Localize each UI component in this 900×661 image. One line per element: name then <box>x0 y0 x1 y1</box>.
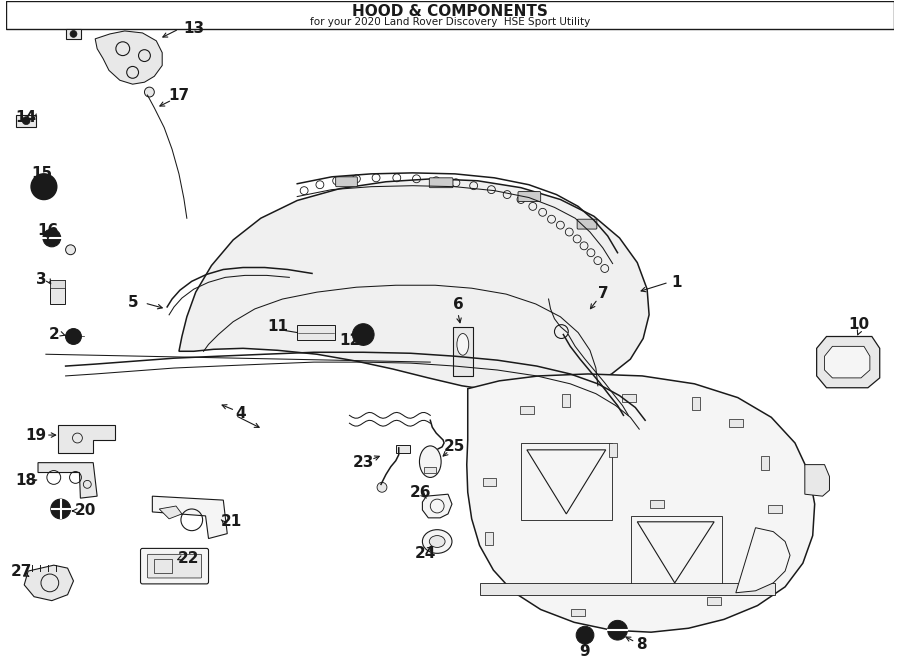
Bar <box>482 479 496 486</box>
Bar <box>453 327 472 376</box>
Text: for your 2020 Land Rover Discovery  HSE Sport Utility: for your 2020 Land Rover Discovery HSE S… <box>310 17 590 27</box>
Ellipse shape <box>457 334 469 355</box>
Text: 5: 5 <box>127 295 138 311</box>
Bar <box>154 559 172 573</box>
Polygon shape <box>467 374 814 632</box>
FancyBboxPatch shape <box>577 219 597 229</box>
Text: 9: 9 <box>580 644 590 660</box>
Text: 21: 21 <box>220 514 242 529</box>
Circle shape <box>22 117 30 124</box>
Polygon shape <box>824 346 870 378</box>
Circle shape <box>145 87 154 97</box>
FancyBboxPatch shape <box>140 549 209 584</box>
Bar <box>769 505 782 513</box>
Polygon shape <box>179 178 649 393</box>
Text: 25: 25 <box>445 440 465 454</box>
Circle shape <box>359 330 367 338</box>
Bar <box>297 325 335 340</box>
Ellipse shape <box>429 535 445 547</box>
Text: 14: 14 <box>15 110 37 125</box>
Circle shape <box>70 30 77 38</box>
Bar <box>50 280 65 288</box>
Text: 10: 10 <box>849 317 869 332</box>
Text: 27: 27 <box>11 564 32 578</box>
Text: 8: 8 <box>636 637 646 652</box>
Text: 3: 3 <box>36 272 46 287</box>
FancyBboxPatch shape <box>518 192 541 202</box>
Bar <box>66 29 81 39</box>
FancyBboxPatch shape <box>148 555 202 578</box>
Text: 19: 19 <box>25 428 47 443</box>
Bar <box>608 443 617 457</box>
Circle shape <box>50 499 70 519</box>
Bar <box>761 455 770 469</box>
Text: 2: 2 <box>49 327 59 342</box>
Bar <box>632 516 722 589</box>
FancyBboxPatch shape <box>336 177 357 186</box>
Polygon shape <box>152 496 228 539</box>
FancyBboxPatch shape <box>429 178 453 188</box>
Bar <box>623 394 636 401</box>
Text: 12: 12 <box>338 333 360 348</box>
Text: 26: 26 <box>410 485 431 500</box>
Bar <box>480 583 775 595</box>
Circle shape <box>32 174 57 200</box>
Bar <box>562 394 571 407</box>
Bar <box>650 500 664 508</box>
Bar <box>752 551 760 565</box>
Polygon shape <box>159 506 182 519</box>
Polygon shape <box>816 336 879 388</box>
Text: 11: 11 <box>267 319 288 334</box>
Polygon shape <box>38 463 97 498</box>
Text: 15: 15 <box>32 167 52 181</box>
Text: 23: 23 <box>353 455 374 470</box>
Bar <box>396 445 410 453</box>
Text: 1: 1 <box>671 275 682 290</box>
Text: 6: 6 <box>453 297 464 313</box>
Bar <box>692 397 700 410</box>
Bar <box>50 280 65 304</box>
Text: 7: 7 <box>598 286 609 301</box>
Text: 22: 22 <box>178 551 200 566</box>
Text: 24: 24 <box>415 546 436 561</box>
Circle shape <box>377 483 387 492</box>
Ellipse shape <box>422 529 452 553</box>
Polygon shape <box>736 527 790 593</box>
Circle shape <box>353 324 374 345</box>
Text: HOOD & COMPONENTS: HOOD & COMPONENTS <box>352 4 548 19</box>
Circle shape <box>608 621 627 640</box>
Bar <box>521 443 612 520</box>
Circle shape <box>66 245 76 254</box>
Bar <box>485 531 493 545</box>
Bar <box>707 597 721 605</box>
Circle shape <box>576 626 594 644</box>
Bar <box>425 467 436 473</box>
Bar <box>6 1 894 29</box>
Bar <box>16 115 36 126</box>
Bar <box>572 609 585 617</box>
Text: 17: 17 <box>168 87 190 102</box>
Polygon shape <box>58 425 115 453</box>
Polygon shape <box>95 31 162 84</box>
Bar <box>520 407 534 414</box>
Text: 20: 20 <box>75 504 96 518</box>
Text: 13: 13 <box>184 22 204 36</box>
Polygon shape <box>24 565 74 601</box>
Text: 18: 18 <box>15 473 37 488</box>
Polygon shape <box>422 494 452 518</box>
Text: 16: 16 <box>37 223 58 237</box>
Polygon shape <box>805 465 830 496</box>
Text: 4: 4 <box>236 406 247 421</box>
Circle shape <box>66 329 81 344</box>
Bar <box>729 419 742 427</box>
Circle shape <box>43 229 60 247</box>
Ellipse shape <box>419 446 441 477</box>
